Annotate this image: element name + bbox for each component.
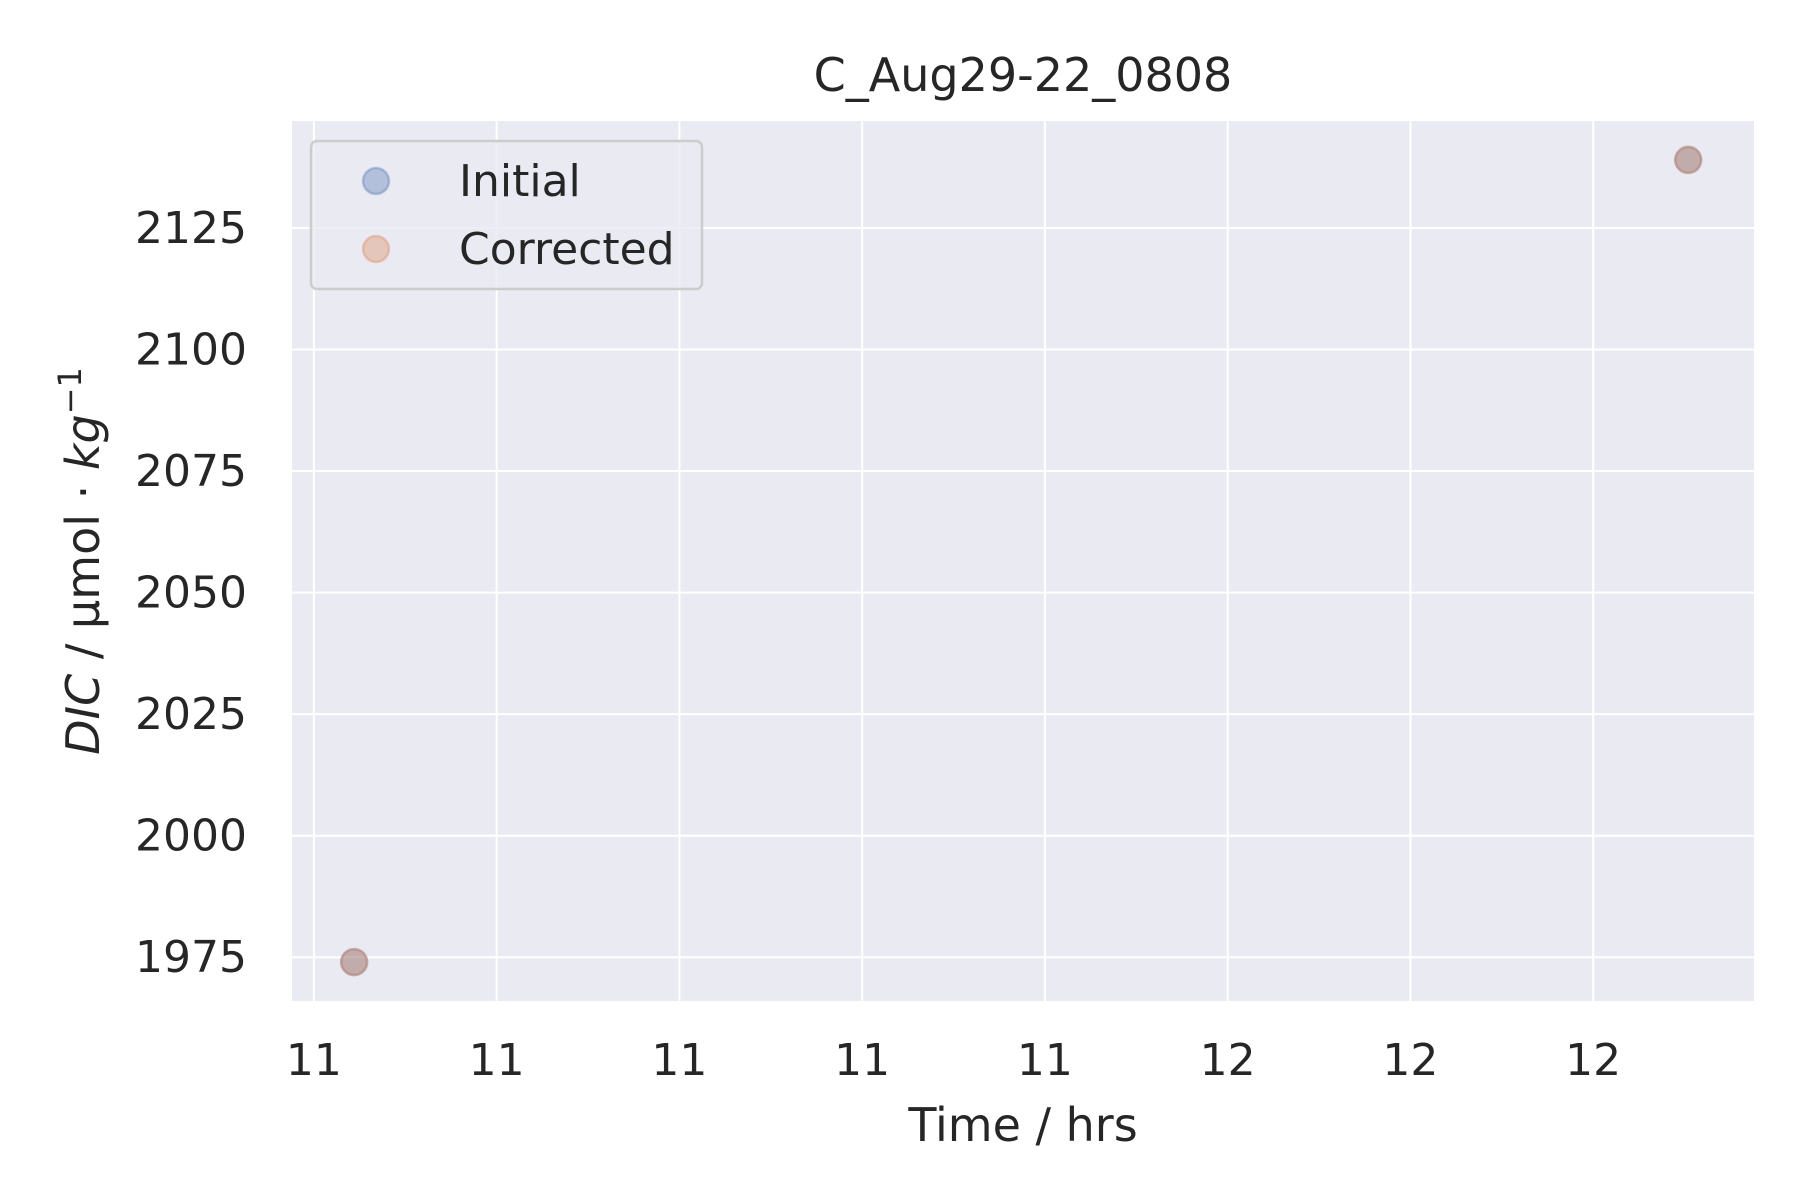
chart-title: C_Aug29-22_0808 [814, 48, 1233, 102]
data-point-initial [339, 947, 369, 977]
x-tick-label: 12 [1565, 1035, 1621, 1086]
x-tick-label: 12 [1382, 1035, 1438, 1086]
y-tick-label: 2000 [135, 811, 247, 862]
y-tick-label: 2050 [135, 568, 247, 619]
x-tick-label: 11 [469, 1035, 525, 1086]
x-tick-label: 11 [286, 1035, 342, 1086]
x-tick-label: 11 [651, 1035, 707, 1086]
y-axis-label-units: / µmol · [56, 470, 110, 674]
legend-marker-initial [361, 166, 391, 196]
data-point-initial [1673, 145, 1703, 175]
y-axis-label-unit-kg: kg [56, 414, 110, 470]
y-tick-label: 1975 [135, 932, 247, 983]
legend-label-corrected: Corrected [459, 224, 675, 275]
y-tick-label: 2075 [135, 446, 247, 497]
legend-label-initial: Initial [459, 156, 581, 207]
y-axis-label: DIC / µmol · kg−1 [51, 367, 110, 755]
legend-box [309, 139, 704, 291]
y-axis-label-quantity: DIC [56, 674, 110, 755]
y-tick-label: 2125 [135, 203, 247, 254]
y-axis-label-exponent: −1 [51, 367, 89, 414]
data-point-corrected [1673, 145, 1703, 175]
x-tick-label: 12 [1200, 1035, 1256, 1086]
x-tick-label: 11 [834, 1035, 890, 1086]
y-tick-label: 2025 [135, 689, 247, 740]
legend-marker-corrected [361, 234, 391, 264]
data-points [339, 145, 1703, 977]
x-tick-label: 11 [1017, 1035, 1073, 1086]
data-point-corrected [339, 947, 369, 977]
legend: Initial Corrected [309, 139, 704, 291]
y-tick-labels: 1975 2000 2025 2050 2075 2100 2125 [135, 203, 247, 983]
x-axis-label: Time / hrs [907, 1098, 1137, 1152]
y-tick-label: 2100 [135, 325, 247, 376]
x-tick-labels: 11 11 11 11 11 12 12 12 [286, 1035, 1621, 1086]
